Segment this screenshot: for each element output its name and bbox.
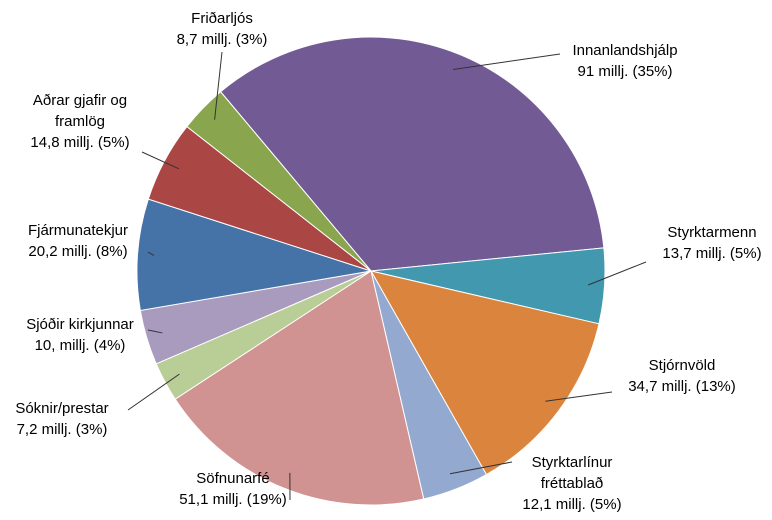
pie-slice — [136, 198, 372, 312]
slice-value: 12,1 millj. (5%) — [522, 496, 622, 513]
slice-value: 13,7 millj. (5%) — [662, 245, 762, 262]
slice-label: Friðarljós 8,7 millj. (3%) — [157, 8, 287, 50]
leader-line — [587, 261, 647, 286]
slice-value: 34,7 millj. (13%) — [628, 378, 736, 395]
slice-name: Fjármunatekjur — [27, 222, 129, 239]
slice-value: 20,2 millj. (8%) — [28, 243, 128, 260]
slice-label: Innanlandshjálp 91 millj. (35%) — [545, 40, 705, 82]
slice-name: Styrktarlínur fréttablað — [531, 454, 613, 492]
slice-label: Styrktarlínur fréttablað 12,1 millj. (5%) — [512, 452, 632, 515]
slice-label: Söfnunarfé 51,1 millj. (19%) — [158, 468, 308, 510]
slice-value: 91 millj. (35%) — [577, 63, 673, 80]
slice-value: 14,8 millj. (5%) — [30, 134, 130, 151]
slice-name: Innanlandshjálp — [572, 42, 678, 59]
leader-line — [453, 53, 561, 70]
slice-name: Friðarljós — [191, 10, 253, 27]
pie-slice — [186, 91, 372, 272]
slice-label: Sjóðir kirkjunnar 10, millj. (4%) — [0, 314, 160, 356]
slice-label: Fjármunatekjur 20,2 millj. (8%) — [3, 220, 153, 262]
leader-line — [449, 461, 513, 475]
slice-label: Styrktarmenn 13,7 millj. (5%) — [647, 222, 772, 264]
slice-name: Stjórnvöld — [648, 357, 716, 374]
slice-name: Söfnunarfé — [196, 470, 270, 487]
slice-name: Sóknir/prestar — [15, 400, 109, 417]
slice-label: Sóknir/prestar 7,2 millj. (3%) — [0, 398, 127, 440]
slice-value: 51,1 millj. (19%) — [179, 491, 287, 508]
slice-name: Styrktarmenn — [667, 224, 757, 241]
pie-slice — [174, 270, 425, 506]
pie-slice — [370, 270, 600, 476]
slice-label: Aðrar gjafir og framlög 14,8 millj. (5%) — [19, 90, 141, 153]
slice-value: 10, millj. (4%) — [34, 337, 126, 354]
leader-line — [147, 329, 163, 334]
leader-line — [127, 373, 180, 411]
leader-line — [545, 391, 613, 402]
leader-line — [214, 51, 223, 120]
slice-value: 8,7 millj. (3%) — [176, 31, 268, 48]
slice-value: 7,2 millj. (3%) — [16, 421, 108, 438]
leader-line — [147, 251, 155, 256]
slice-name: Sjóðir kirkjunnar — [26, 316, 134, 333]
slice-name: Aðrar gjafir og framlög — [32, 92, 128, 130]
pie-slice — [219, 36, 605, 272]
leader-line — [141, 151, 180, 170]
slice-label: Stjórnvöld 34,7 millj. (13%) — [607, 355, 757, 397]
